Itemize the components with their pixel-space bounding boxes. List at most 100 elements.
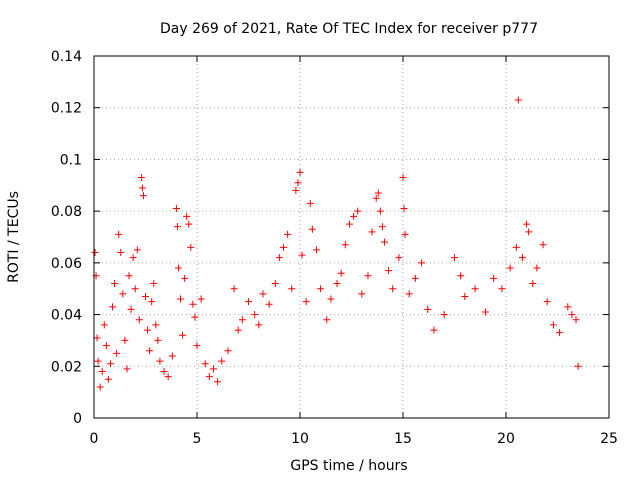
- data-point: [224, 347, 232, 355]
- data-point: [457, 272, 465, 280]
- data-point: [306, 199, 314, 207]
- y-tick-label: 0.12: [51, 101, 82, 117]
- data-point: [152, 321, 160, 329]
- x-tick-label: 0: [90, 431, 99, 447]
- data-point: [135, 316, 143, 324]
- data-point: [106, 360, 114, 368]
- data-point: [308, 225, 316, 233]
- data-point: [197, 295, 205, 303]
- data-point: [539, 241, 547, 249]
- data-point: [121, 336, 129, 344]
- x-tick-label: 20: [497, 431, 515, 447]
- data-point: [181, 274, 189, 282]
- data-point: [543, 298, 551, 306]
- data-point: [133, 246, 141, 254]
- data-point: [102, 342, 110, 350]
- data-point: [512, 243, 520, 251]
- data-point: [378, 223, 386, 231]
- data-point: [350, 212, 358, 220]
- data-point: [98, 367, 106, 375]
- data-point: [294, 179, 302, 187]
- data-point: [115, 230, 123, 238]
- data-point: [144, 326, 152, 334]
- x-axis-label: GPS time / hours: [290, 458, 407, 474]
- data-point: [461, 292, 469, 300]
- data-point: [148, 298, 156, 306]
- data-point: [125, 272, 133, 280]
- data-point: [119, 290, 127, 298]
- data-point: [376, 207, 384, 215]
- data-point: [201, 360, 209, 368]
- data-point: [411, 274, 419, 282]
- data-point: [374, 189, 382, 197]
- data-point: [327, 295, 335, 303]
- data-point: [490, 274, 498, 282]
- data-point: [288, 285, 296, 293]
- data-point: [205, 373, 213, 381]
- data-point: [481, 308, 489, 316]
- data-point: [214, 378, 222, 386]
- data-point: [191, 313, 199, 321]
- y-axis-label: ROTI / TECUs: [6, 191, 22, 283]
- data-point: [400, 205, 408, 213]
- data-point: [142, 292, 149, 300]
- data-point: [154, 336, 162, 344]
- data-point: [179, 331, 187, 339]
- y-tick-labels: 0 0.02 0.04 0.06 0.08 0.1 0.12 0.14: [51, 49, 82, 427]
- data-point: [218, 357, 226, 365]
- data-point: [389, 285, 397, 293]
- x-tick-label: 5: [193, 431, 202, 447]
- y-tick-label: 0.1: [60, 152, 82, 168]
- data-point: [518, 254, 526, 262]
- data-point: [296, 168, 304, 176]
- data-point: [424, 305, 432, 313]
- data-point: [234, 326, 242, 334]
- data-points: [91, 96, 582, 391]
- data-point: [123, 365, 131, 373]
- data-point: [173, 223, 181, 231]
- data-point: [164, 373, 172, 381]
- data-point: [395, 254, 403, 262]
- data-point: [368, 228, 376, 236]
- data-point: [168, 352, 176, 360]
- y-tick-label: 0.02: [51, 359, 82, 375]
- data-point: [275, 254, 283, 262]
- y-tick-label: 0.14: [51, 49, 82, 65]
- data-point: [117, 249, 125, 257]
- data-point: [138, 184, 146, 192]
- data-point: [131, 285, 139, 293]
- data-point: [111, 280, 119, 288]
- data-point: [96, 383, 104, 391]
- data-point: [525, 228, 533, 236]
- axis-ticks: [93, 55, 610, 419]
- data-point: [255, 321, 263, 329]
- data-point: [251, 311, 259, 319]
- data-point: [451, 254, 458, 262]
- y-tick-label: 0: [73, 411, 82, 427]
- data-point: [418, 259, 426, 267]
- data-point: [358, 290, 366, 298]
- data-point: [259, 290, 267, 298]
- data-point: [549, 321, 557, 329]
- data-point: [372, 194, 380, 202]
- data-point: [333, 280, 341, 288]
- data-point: [189, 300, 197, 308]
- data-point: [556, 329, 564, 337]
- data-point: [568, 311, 576, 319]
- data-point: [572, 316, 580, 324]
- data-point: [174, 264, 182, 272]
- data-point: [113, 349, 121, 357]
- chart-title: Day 269 of 2021, Rate Of TEC Index for r…: [160, 21, 538, 37]
- data-point: [529, 280, 537, 288]
- plot-frame: [93, 55, 610, 419]
- data-point: [109, 303, 117, 311]
- data-point: [317, 285, 325, 293]
- data-point: [440, 311, 448, 319]
- data-point: [302, 298, 310, 306]
- x-tick-label: 10: [291, 431, 309, 447]
- data-point: [514, 96, 522, 104]
- data-point: [187, 243, 195, 251]
- data-point: [337, 269, 345, 277]
- data-point: [100, 321, 108, 329]
